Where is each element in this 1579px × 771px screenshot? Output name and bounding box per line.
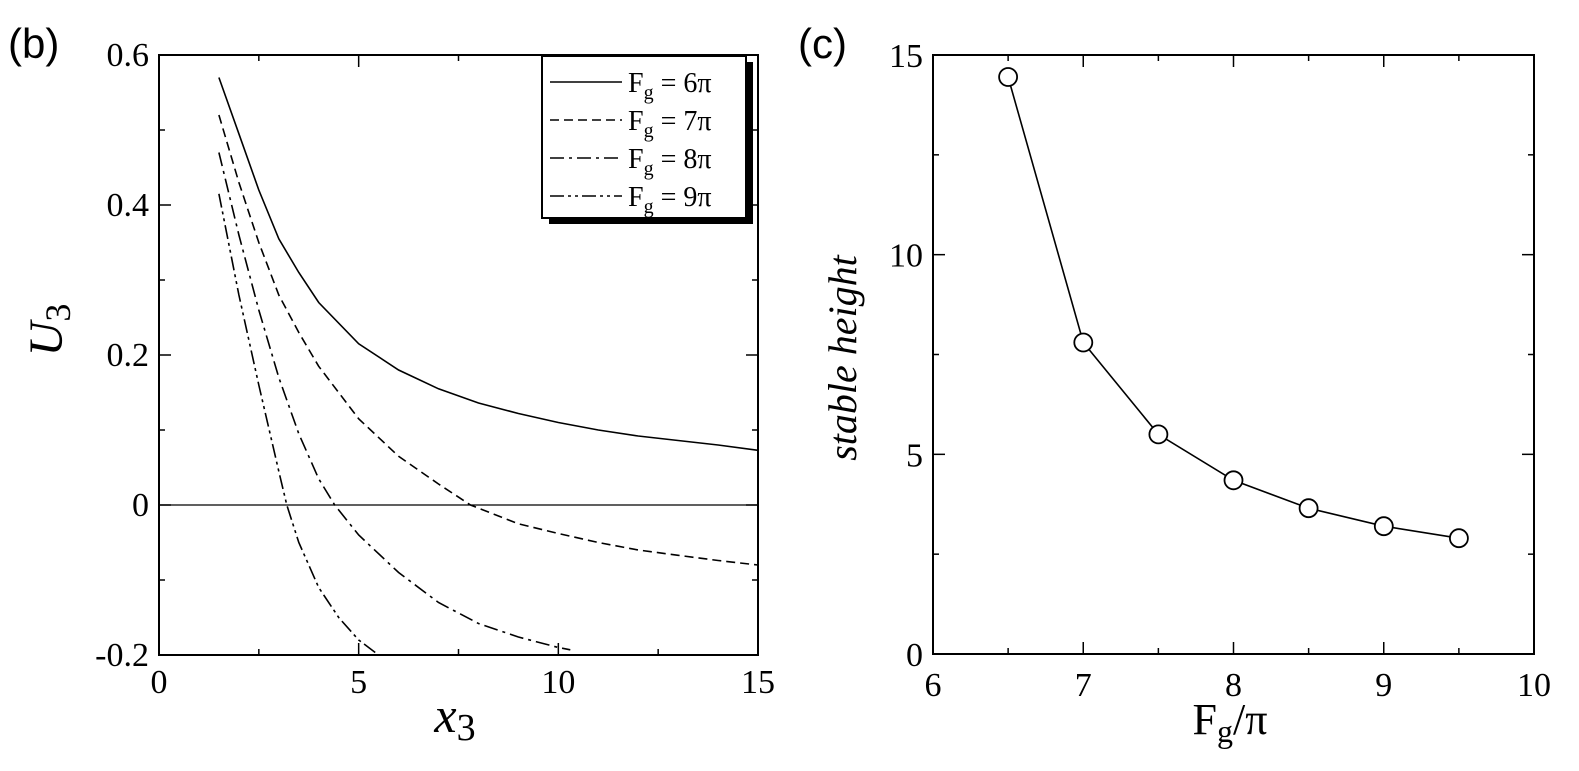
legend-label-2: Fg = 7π: [628, 106, 712, 142]
y-tick-label-b: 0.4: [107, 187, 150, 224]
x-tick-label-b: 15: [741, 664, 775, 701]
plot-frame-c: [932, 54, 1535, 655]
series-line-4: [218, 193, 380, 656]
x-axis-title-b: x3: [433, 687, 475, 749]
axis-ticks-c: [932, 54, 1535, 655]
y-tick-label-c: 10: [889, 238, 923, 275]
data-point-c: [1223, 470, 1244, 491]
tick-labels-b: 0 5 10 15-0.200.20.40.6: [95, 37, 775, 701]
curves-b: [218, 77, 759, 656]
data-point-c: [998, 67, 1018, 87]
legend-label-3: Fg = 8π: [628, 144, 712, 180]
x-tick-label-c: 9: [1375, 667, 1392, 704]
x-tick-label-b: 10: [541, 664, 575, 701]
x-tick-label-c: 7: [1075, 667, 1092, 704]
y-tick-label-b: 0.6: [107, 37, 150, 74]
y-tick-label-c: 0: [906, 637, 923, 674]
x-tick-label-c: 6: [925, 667, 942, 704]
x-tick-label-c: 10: [1517, 667, 1551, 704]
x-tick-label-b: 5: [350, 664, 367, 701]
panel-label-c: (c): [798, 20, 847, 67]
series-line-1: [218, 77, 759, 452]
series-line-c: [1007, 76, 1460, 539]
data-point-c: [1073, 332, 1094, 353]
series-c: [998, 67, 1469, 549]
y-tick-label-b: -0.2: [95, 637, 149, 674]
y-tick-label-c: 15: [889, 38, 923, 75]
x-tick-label-b: 0: [151, 664, 168, 701]
data-point-c: [1148, 424, 1169, 445]
y-axis-title-b: U3: [20, 304, 78, 357]
y-tick-label-b: 0: [132, 487, 149, 524]
series-line-2: [218, 114, 759, 566]
legend-box: [541, 55, 747, 219]
y-tick-label-b: 0.2: [107, 337, 150, 374]
panel-label-b: (b): [8, 20, 59, 67]
series-line-3: [218, 152, 571, 651]
x-tick-label-c: 8: [1225, 667, 1242, 704]
data-point-c: [1373, 516, 1394, 537]
panel-b: (b) 0 5 10 15-0.200.20.40.6 x3 U3 Fg = 6πFg…: [8, 20, 775, 749]
y-axis-title-c: stable height: [820, 254, 865, 460]
tick-labels-c: 6 7 8 9 10 0 5 10 15: [889, 38, 1551, 704]
panel-c: (c) 6 7 8 9 10 0 5 10 15 Fg/π stable height: [798, 20, 1551, 749]
data-point-c: [1298, 498, 1319, 519]
y-tick-label-c: 5: [906, 437, 923, 474]
legend-label-4: Fg = 9π: [628, 182, 712, 218]
x-axis-title-c: Fg/π: [1193, 695, 1268, 749]
data-point-c: [1449, 528, 1469, 549]
legend-label-1: Fg = 6π: [628, 68, 712, 104]
